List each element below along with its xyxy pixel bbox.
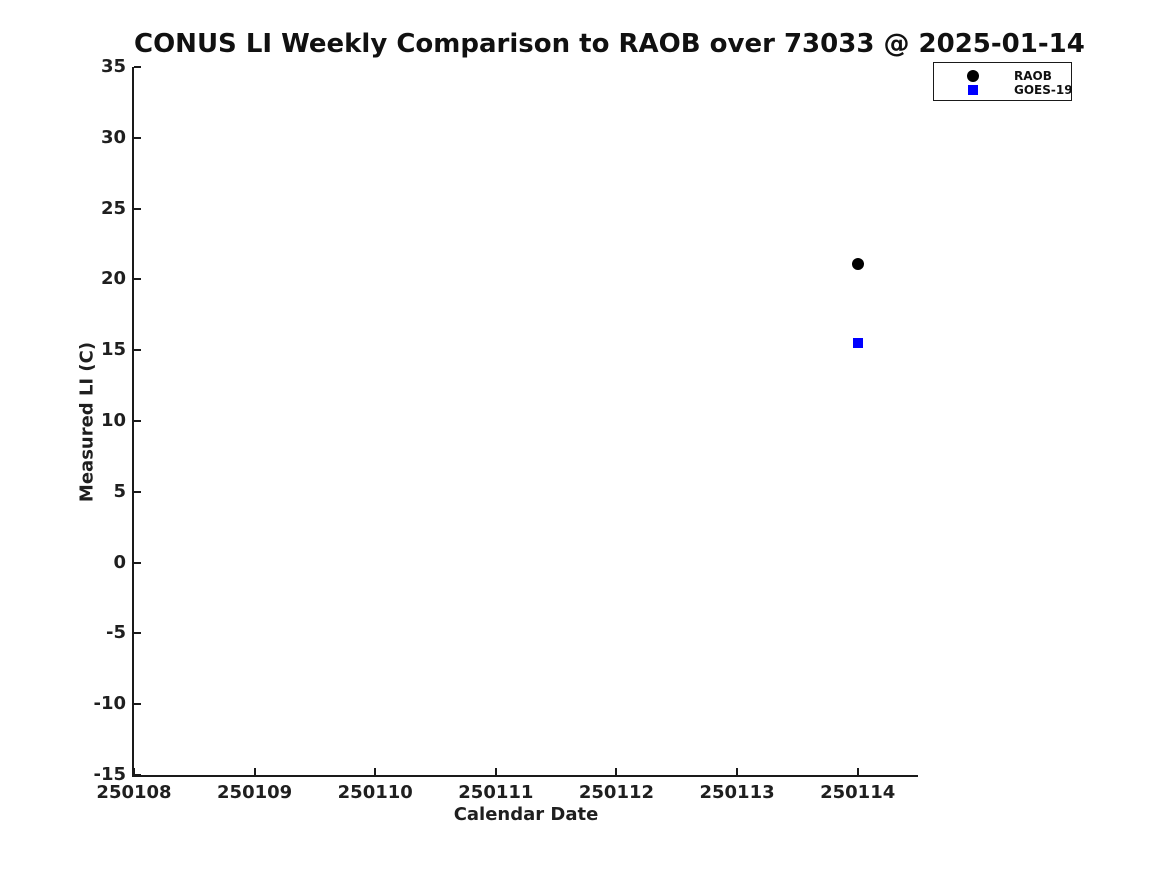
plot-area [132, 66, 918, 777]
y-tick-label: 0 [113, 551, 126, 573]
y-tick-label: -5 [106, 622, 126, 644]
goes-19-point [852, 338, 863, 349]
y-tick [134, 278, 141, 281]
y-tick-label: -15 [93, 764, 126, 785]
y-tick [134, 349, 141, 352]
legend: RAOB GOES-19 [933, 62, 1073, 101]
y-tick [134, 632, 141, 635]
y-tick [134, 136, 141, 139]
x-tick [615, 768, 618, 775]
y-tick-label: 15 [100, 339, 126, 361]
goes-19-legend-label: GOES-19 [1014, 82, 1073, 97]
y-tick [134, 420, 141, 422]
y-tick [134, 207, 141, 210]
x-tick [253, 768, 256, 775]
x-axis-label: Calendar Date [453, 804, 599, 825]
y-tick-label: 25 [100, 197, 126, 219]
y-tick [134, 703, 141, 706]
x-tick [133, 768, 135, 775]
y-tick [134, 490, 141, 493]
y-tick-label: 5 [113, 480, 126, 502]
y-tick-label: 35 [100, 56, 126, 77]
y-tick-label: 10 [100, 410, 126, 431]
y-tick [134, 66, 141, 68]
x-tick [736, 768, 739, 775]
y-tick [134, 561, 141, 564]
x-tick-label: 250110 [337, 782, 413, 803]
raob-legend-marker [967, 69, 979, 82]
x-tick [856, 768, 859, 775]
x-tick [494, 768, 497, 775]
x-tick-label: 250109 [217, 782, 293, 803]
raob-point [851, 257, 864, 270]
raob-legend-label: RAOB [1014, 68, 1052, 83]
y-tick [134, 774, 141, 776]
x-tick-label: 250114 [820, 782, 896, 803]
x-tick [374, 768, 377, 775]
y-tick-label: -10 [93, 693, 126, 715]
goes-19-legend-marker [968, 84, 978, 95]
x-tick-label: 250112 [578, 782, 655, 803]
x-tick-label: 250113 [699, 782, 775, 803]
chart-title: CONUS LI Weekly Comparison to RAOB over … [134, 29, 1085, 59]
y-tick-label: 30 [100, 126, 126, 148]
x-tick-label: 250108 [96, 782, 172, 803]
y-tick-label: 20 [100, 268, 126, 290]
x-tick-label: 250111 [458, 782, 534, 803]
